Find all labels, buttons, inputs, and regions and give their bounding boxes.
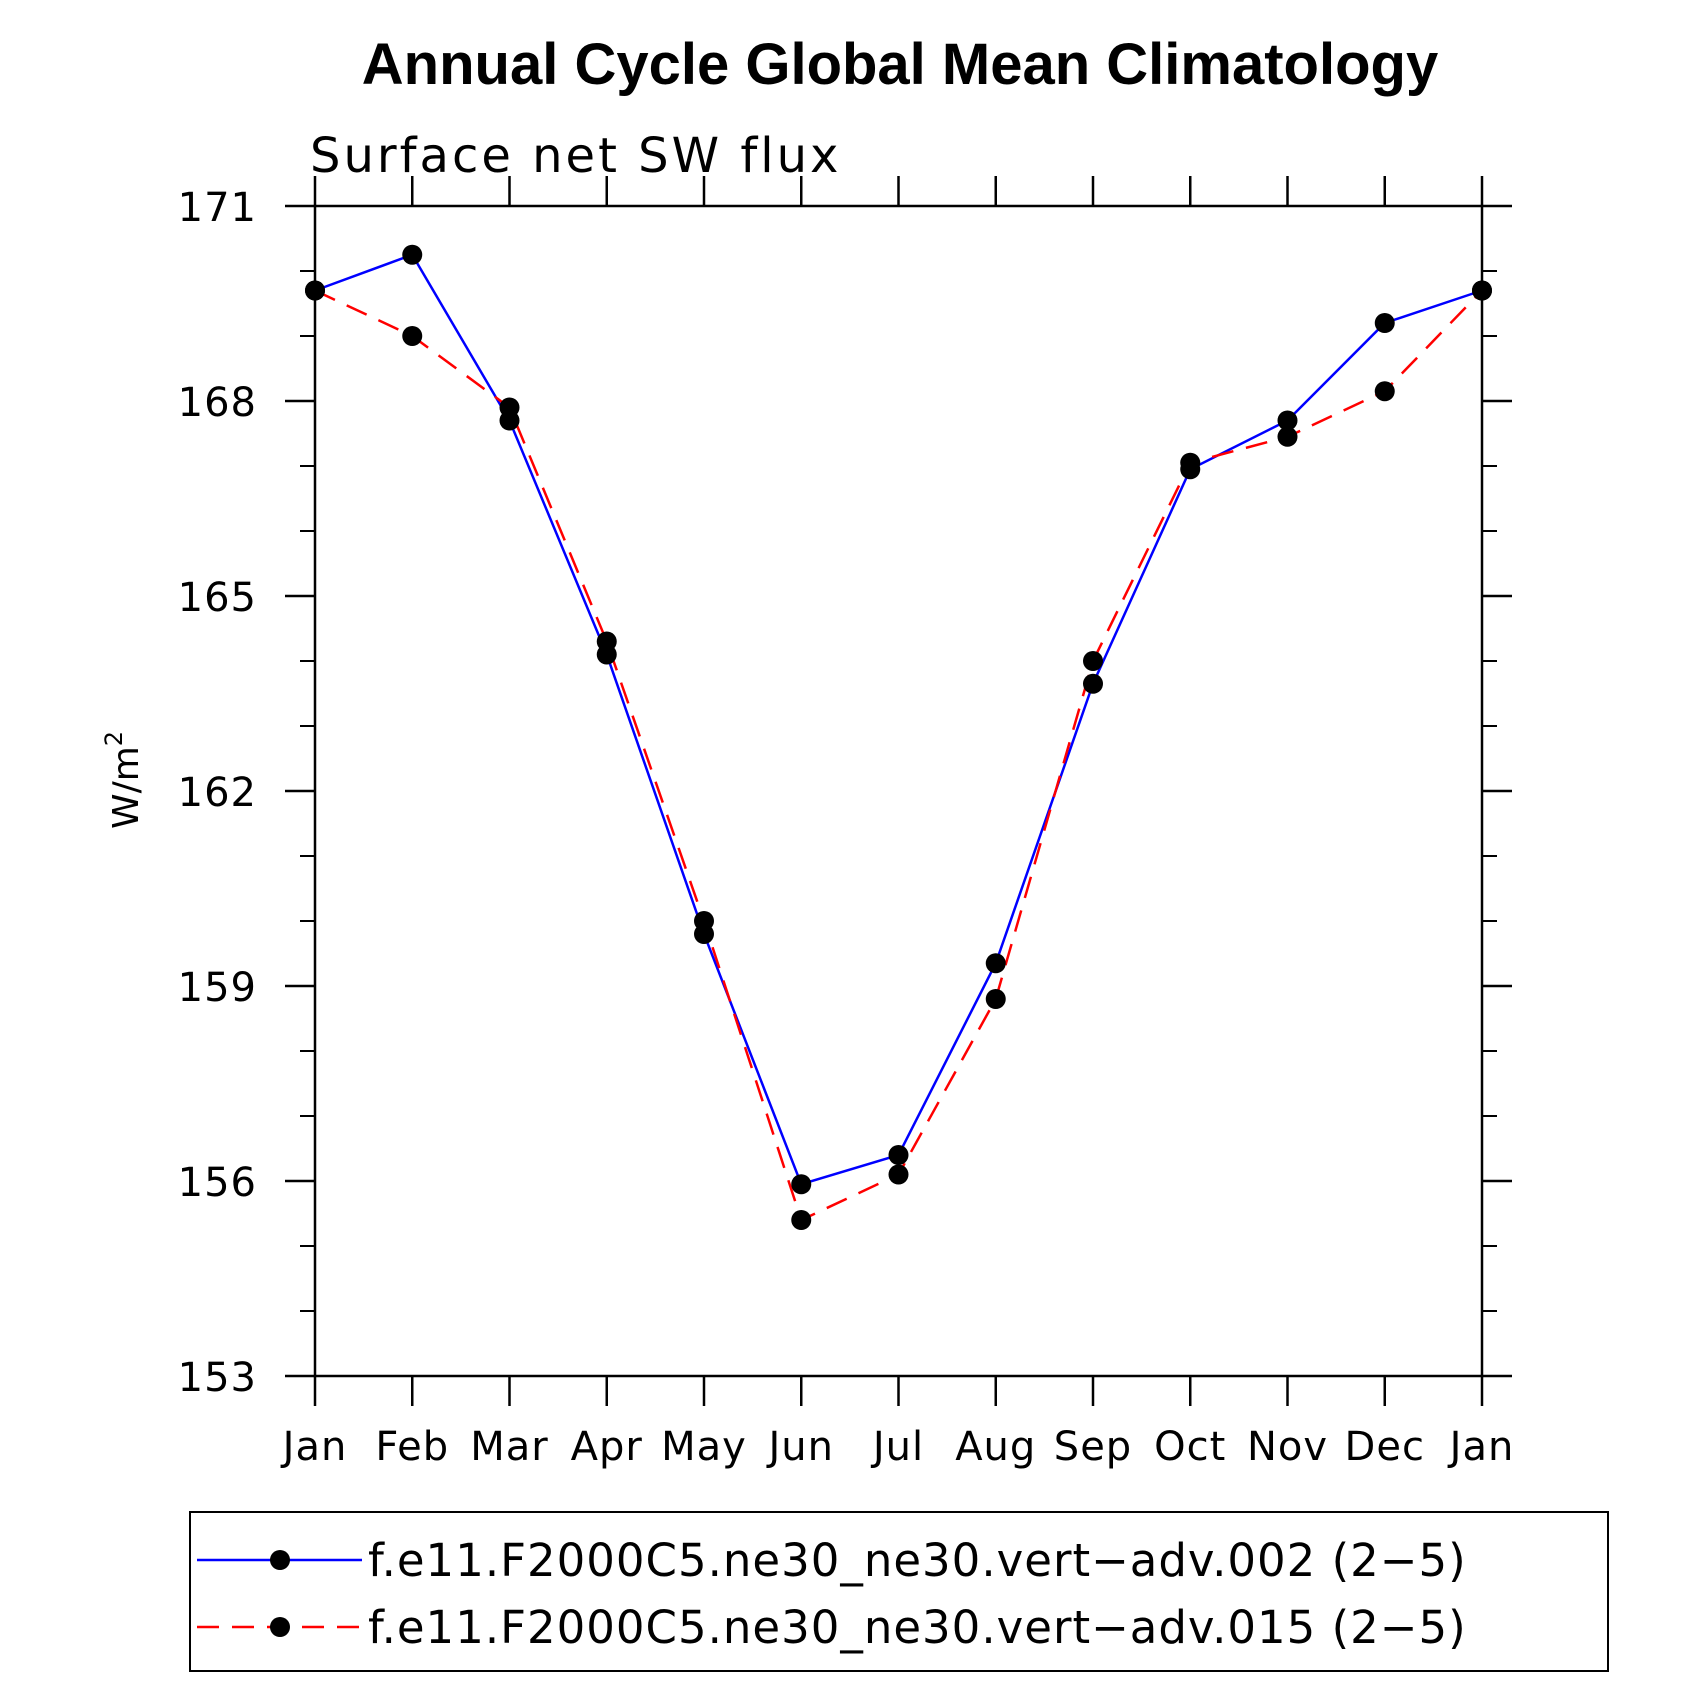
data-point-series-1 (888, 1145, 909, 1165)
chart-subtitle: Surface net SW flux (310, 128, 841, 184)
data-point-series-2 (985, 989, 1006, 1009)
x-tick-label: Jul (870, 1424, 924, 1470)
data-point-series-2 (305, 280, 325, 301)
data-point-series-2 (402, 326, 423, 346)
y-tick-label: 156 (178, 1160, 257, 1206)
data-point-series-2 (1374, 381, 1395, 402)
data-point-series-1 (791, 1174, 812, 1195)
data-point-series-2 (1277, 426, 1298, 447)
y-tick-label: 159 (178, 965, 257, 1011)
x-tick-label: Sep (1054, 1424, 1132, 1470)
data-point-series-2 (1083, 651, 1103, 671)
data-point-series-2 (596, 631, 617, 652)
data-point-series-2 (1180, 452, 1201, 473)
data-point-series-1 (1277, 410, 1298, 431)
x-tick-label: Oct (1154, 1424, 1226, 1470)
svg-text:W/m2: W/m2 (100, 731, 147, 829)
series-line-1 (314, 253, 1483, 1186)
x-tick-label: Nov (1247, 1424, 1328, 1470)
legend-marker-series-1 (270, 1550, 290, 1570)
data-point-series-2 (791, 1210, 812, 1230)
y-axis-label-text: W/m (106, 746, 147, 829)
data-point-series-1 (1374, 313, 1395, 333)
y-tick-label: 165 (178, 575, 257, 621)
chart-title: Annual Cycle Global Mean Climatology (362, 32, 1438, 97)
legend: f.e11.F2000C5.ne30_ne30.vert−adv.002 (2−… (189, 1511, 1609, 1672)
legend-label-series-2: f.e11.F2000C5.ne30_ne30.vert−adv.015 (2−… (368, 1601, 1467, 1654)
legend-box (189, 1511, 1609, 1672)
x-tick-label: Jan (1447, 1424, 1515, 1470)
series-layer (305, 244, 1492, 1230)
x-tick-label: Apr (571, 1424, 643, 1470)
x-tick-label: Mar (470, 1424, 548, 1470)
data-point-series-2 (499, 397, 520, 418)
y-tick-label: 171 (178, 185, 257, 231)
y-axis-label: W/m2 (100, 731, 147, 829)
data-point-series-1 (1083, 673, 1103, 694)
y-axis-label-superscript: 2 (100, 731, 128, 746)
y-tick-label: 162 (178, 770, 257, 816)
x-tick-label: Jun (766, 1424, 835, 1470)
series-line-2 (314, 289, 1483, 1222)
data-point-series-2 (1472, 280, 1492, 301)
y-tick-label: 168 (178, 380, 257, 426)
data-point-series-1 (985, 953, 1006, 974)
plot-frame (313, 204, 1484, 1378)
x-tick-label: Dec (1345, 1424, 1425, 1470)
x-tick-label: May (661, 1424, 747, 1470)
data-point-series-2 (694, 911, 714, 931)
data-point-series-2 (888, 1164, 909, 1185)
legend-label-series-1: f.e11.F2000C5.ne30_ne30.vert−adv.002 (2−… (368, 1534, 1467, 1587)
data-point-series-1 (402, 244, 423, 265)
legend-marker-series-2 (270, 1617, 290, 1637)
y-tick-label: 153 (178, 1355, 257, 1401)
axes: 153 156 159 162 165 168 171 Jan Feb Mar Apr May Jun J… (178, 176, 1515, 1470)
x-tick-label: Feb (375, 1424, 449, 1470)
x-tick-label: Jan (280, 1424, 348, 1470)
x-tick-label: Aug (955, 1424, 1036, 1470)
